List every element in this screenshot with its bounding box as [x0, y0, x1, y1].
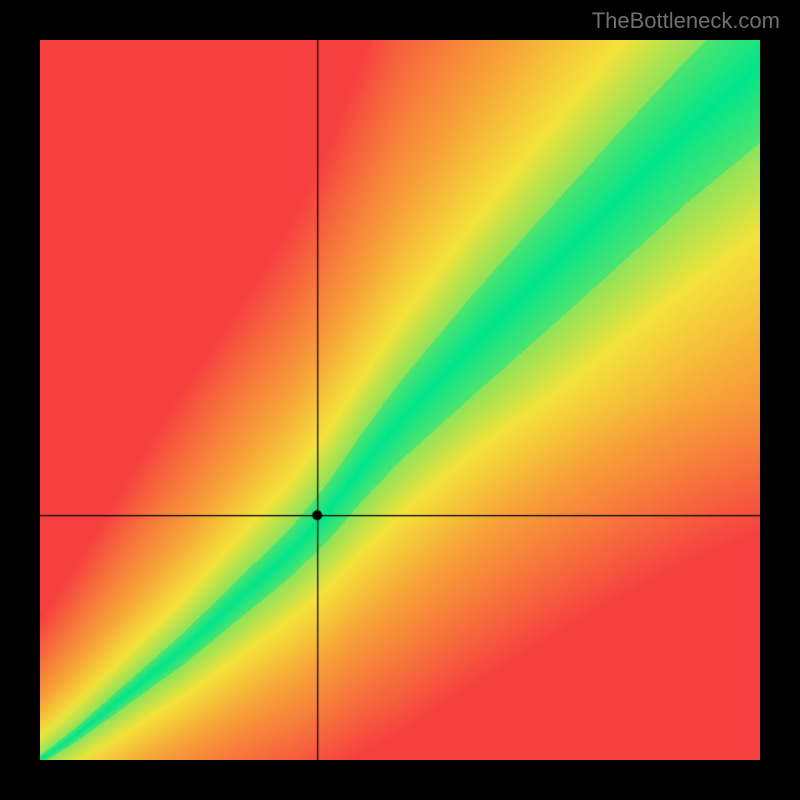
heatmap-canvas: [40, 40, 760, 760]
plot-area: [40, 40, 760, 760]
chart-stage: TheBottleneck.com: [0, 0, 800, 800]
watermark-text: TheBottleneck.com: [592, 8, 780, 34]
